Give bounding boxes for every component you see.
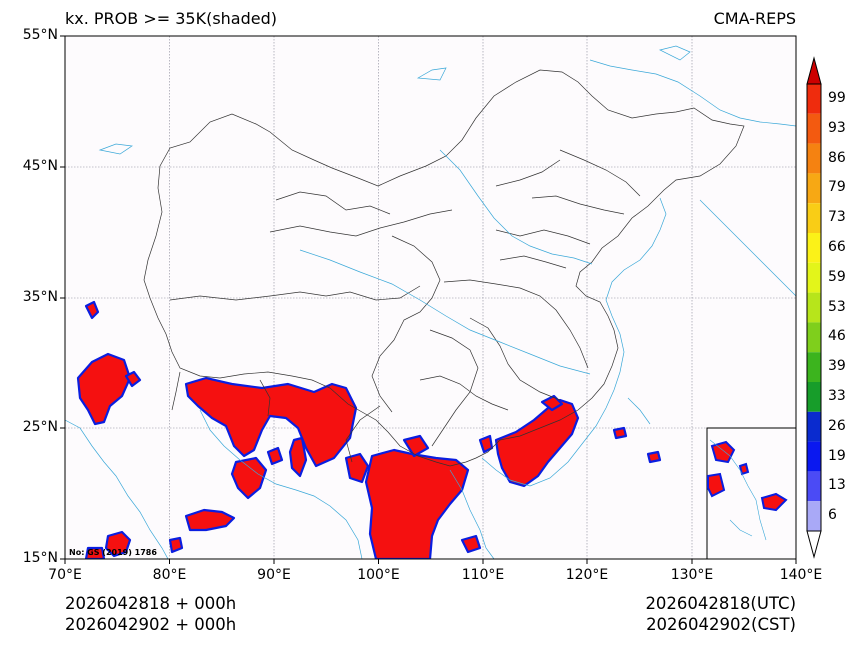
- colorbar-segment: [807, 292, 821, 323]
- gridlines: [65, 36, 796, 559]
- colorbar-segment: [807, 352, 821, 382]
- lat-label-45: 45°N: [22, 158, 58, 174]
- colorbar: [806, 56, 822, 559]
- colorbar-label: 99: [828, 89, 846, 106]
- init-time-utc: 2026042818 + 000h: [65, 594, 237, 613]
- lon-label-110: 110°E: [461, 567, 505, 583]
- lon-label-130: 130°E: [670, 567, 714, 583]
- colorbar-segment: [807, 501, 821, 531]
- colorbar-label: 39: [828, 358, 846, 375]
- map-approval-note: No: GS (2019) 1786: [69, 548, 157, 557]
- lon-label-100: 100°E: [357, 567, 400, 583]
- forecast-times-right: 2026042818(UTC) 2026042902(CST): [645, 593, 796, 635]
- colorbar-label: 46: [828, 328, 846, 345]
- axis-ticks: [60, 35, 797, 564]
- colorbar-segment: [807, 382, 821, 412]
- colorbar-label: 93: [828, 119, 846, 136]
- colorbar-segment: [807, 84, 821, 114]
- colorbar-label: 33: [828, 387, 846, 404]
- lon-label-120: 120°E: [565, 567, 609, 583]
- rivers-coastlines: [65, 45, 796, 559]
- colorbar-label: 59: [828, 268, 846, 285]
- colorbar-label: 19: [828, 447, 846, 464]
- colorbar-top-arrow: [806, 56, 822, 85]
- colorbar-segment: [807, 471, 821, 502]
- lon-label-90: 90°E: [257, 567, 291, 583]
- lat-label-35: 35°N: [22, 289, 58, 305]
- colorbar-segment: [807, 411, 821, 442]
- colorbar-bottom-arrow: [806, 530, 822, 559]
- colorbar-label: 13: [828, 477, 846, 494]
- map-title: kx. PROB >= 35K(shaded): [65, 9, 277, 28]
- colorbar-label: 79: [828, 179, 846, 196]
- colorbar-label: 86: [828, 149, 846, 166]
- lat-label-15: 15°N: [22, 550, 58, 566]
- lat-label-55: 55°N: [22, 27, 58, 43]
- lon-label-140: 140°E: [779, 567, 823, 583]
- colorbar-segment: [807, 322, 821, 353]
- model-name: CMA-REPS: [713, 9, 796, 28]
- colorbar-segment: [807, 203, 821, 233]
- forecast-times-left: 2026042818 + 000h 2026042902 + 000h: [65, 593, 236, 635]
- colorbar-label: 53: [828, 298, 846, 315]
- inset-map: [706, 427, 797, 560]
- colorbar-label: 6: [828, 507, 837, 524]
- probability-areas: [76, 300, 662, 559]
- lon-label-70: 70°E: [48, 567, 82, 583]
- colorbar-segment: [807, 113, 821, 144]
- colorbar-label: 26: [828, 417, 846, 434]
- valid-time-cst: 2026042902(CST): [646, 615, 796, 634]
- lat-label-25: 25°N: [22, 419, 58, 435]
- colorbar-segment: [807, 233, 821, 263]
- colorbar-segment: [807, 441, 821, 472]
- colorbar-segment: [807, 143, 821, 174]
- colorbar-segment: [807, 173, 821, 204]
- colorbar-segment: [807, 262, 821, 293]
- colorbar-label: 66: [828, 238, 846, 255]
- colorbar-frame: [806, 83, 822, 532]
- colorbar-label: 73: [828, 209, 846, 226]
- valid-time-utc: 2026042818(UTC): [645, 594, 796, 613]
- init-time-cst: 2026042902 + 000h: [65, 615, 237, 634]
- lon-label-80: 80°E: [152, 567, 187, 583]
